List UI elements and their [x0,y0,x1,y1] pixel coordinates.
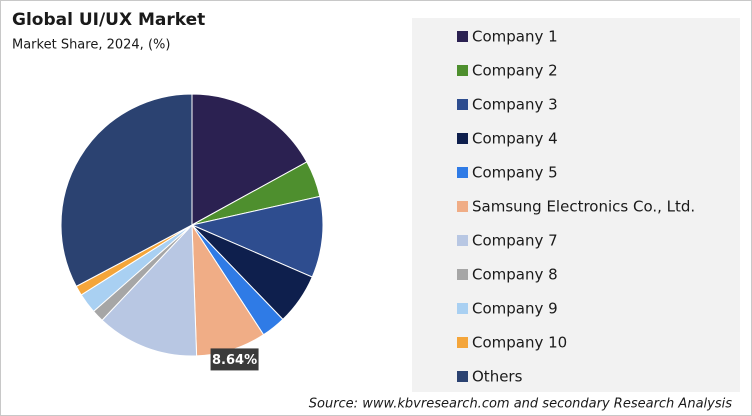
legend-label: Company 1 [472,28,558,46]
pie-slice [191,93,308,226]
legend-swatch [457,65,468,76]
legend-swatch [457,99,468,110]
legend-swatch [457,167,468,178]
legend-label: Company 9 [472,300,558,318]
legend-label: Company 7 [472,232,558,250]
legend-swatch [457,371,468,382]
pie-slice [190,195,324,278]
legend-swatch [457,235,468,246]
data-label-box [210,348,259,371]
legend-swatch [457,31,468,42]
legend-label: Company 5 [472,164,558,182]
legend-swatch [457,337,468,348]
data-label: 8.64% [212,353,257,368]
chart-subtitle: Market Share, 2024, (%) [12,38,170,53]
legend-label: Company 4 [472,130,558,148]
legend-label: Samsung Electronics Co., Ltd. [472,198,695,216]
chart-title: Global UI/UX Market [12,10,205,30]
pie-slice [60,93,193,288]
legend-label: Company 10 [472,334,567,352]
legend-label: Company 8 [472,266,558,284]
legend-label: Others [472,368,523,386]
pie-slice [101,223,198,357]
legend-swatch [457,269,468,280]
legend-swatch [457,133,468,144]
legend-label: Company 3 [472,96,558,114]
legend-label: Company 2 [472,62,558,80]
legend-swatch [457,303,468,314]
legend-swatch [457,201,468,212]
source: Source: www.kbvresearch.com and secondar… [309,397,732,412]
